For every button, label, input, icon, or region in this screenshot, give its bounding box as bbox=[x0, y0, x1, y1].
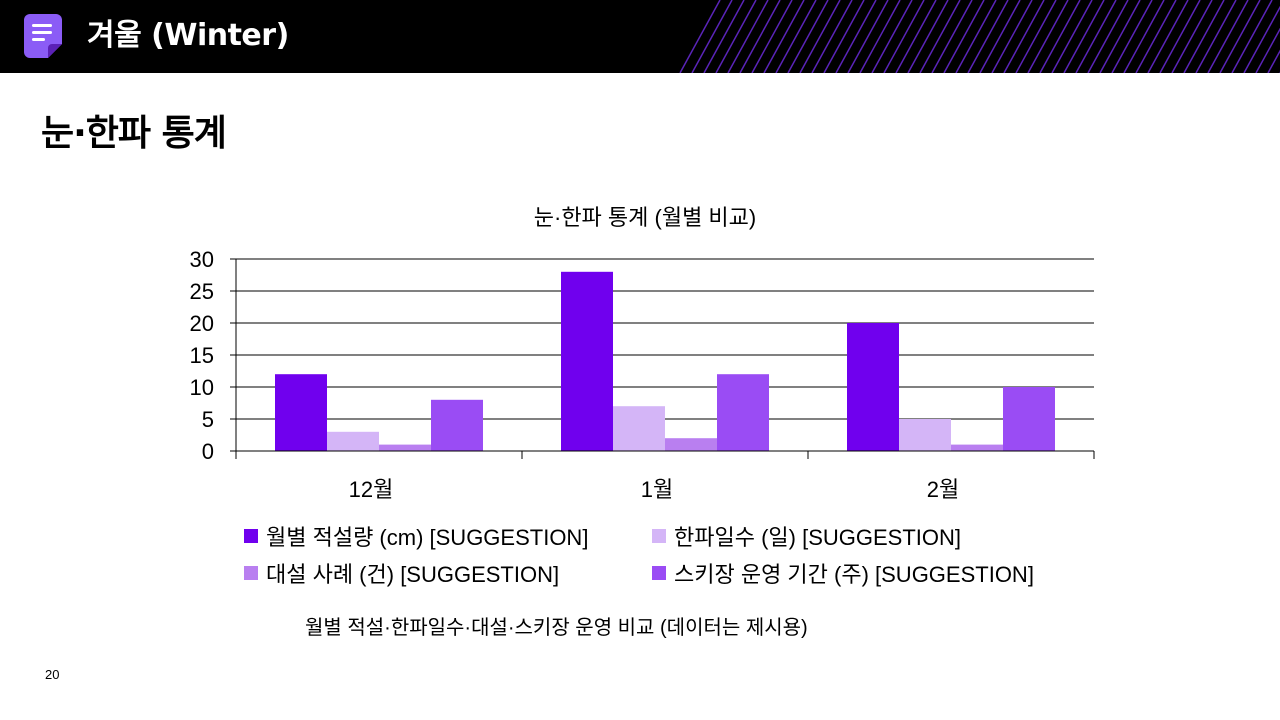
header-stripe bbox=[907, 0, 949, 73]
legend-item-cold-days: 한파일수 (일) [SUGGESTION] bbox=[652, 520, 961, 552]
header-stripe bbox=[727, 0, 769, 73]
header-stripe bbox=[1075, 0, 1117, 73]
header-stripe bbox=[979, 0, 1021, 73]
header-stripe bbox=[787, 0, 829, 73]
header-stripe bbox=[943, 0, 985, 73]
header-stripe bbox=[1219, 0, 1261, 73]
header-stripe bbox=[931, 0, 973, 73]
header-stripe bbox=[739, 0, 781, 73]
header-stripe bbox=[835, 0, 877, 73]
chart-caption: 월별 적설·한파일수·대설·스키장 운영 비교 (데이터는 제시용) bbox=[305, 617, 808, 639]
legend-swatch bbox=[652, 566, 666, 580]
chart-title: 눈·한파 통계 (월별 비교) bbox=[534, 205, 756, 230]
header-stripe bbox=[1111, 0, 1153, 73]
bar bbox=[847, 323, 899, 451]
header-stripe bbox=[1087, 0, 1129, 73]
header-stripe bbox=[1183, 0, 1225, 73]
bar bbox=[717, 374, 769, 451]
header-stripe bbox=[1063, 0, 1105, 73]
header-stripe bbox=[823, 0, 865, 73]
bar bbox=[1003, 387, 1055, 451]
x-tick-label: 1월 bbox=[641, 477, 673, 502]
document-icon bbox=[24, 14, 62, 58]
header-stripe bbox=[1243, 5, 1280, 73]
legend-item-heavy-snow: 대설 사례 (건) [SUGGESTION] bbox=[244, 557, 559, 589]
header-stripe bbox=[1015, 0, 1057, 73]
legend-item-ski-season: 스키장 운영 기간 (주) [SUGGESTION] bbox=[652, 557, 1034, 589]
y-tick-label: 15 bbox=[190, 343, 214, 368]
x-tick-label: 12월 bbox=[349, 477, 394, 502]
app-title: 겨울 (Winter) bbox=[87, 18, 289, 53]
bar bbox=[665, 438, 717, 451]
header-stripe bbox=[763, 0, 805, 73]
header-stripe bbox=[1027, 0, 1069, 73]
page-number: 20 bbox=[45, 667, 60, 682]
legend-swatch bbox=[244, 529, 258, 543]
header-stripe bbox=[751, 0, 793, 73]
x-tick-label: 2월 bbox=[927, 477, 959, 502]
header-stripe bbox=[883, 0, 925, 73]
header-stripe bbox=[691, 0, 733, 73]
legend-label: 한파일수 (일) [SUGGESTION] bbox=[674, 525, 961, 550]
bar bbox=[327, 431, 379, 451]
header-stripe bbox=[919, 0, 961, 73]
legend-swatch bbox=[652, 529, 666, 543]
header-stripe bbox=[1039, 0, 1081, 73]
header-stripe bbox=[811, 0, 853, 73]
header-stripe bbox=[967, 0, 1009, 73]
header-stripe bbox=[1003, 0, 1045, 73]
bar bbox=[561, 271, 613, 451]
header-stripe bbox=[679, 0, 721, 73]
header-stripe bbox=[1135, 0, 1177, 73]
y-tick-label: 10 bbox=[190, 375, 214, 400]
header-stripe bbox=[895, 0, 937, 73]
header-stripe bbox=[1147, 0, 1189, 73]
y-tick-label: 25 bbox=[190, 279, 214, 304]
header-stripe bbox=[859, 0, 901, 73]
header-stripe bbox=[799, 0, 841, 73]
header-stripe bbox=[1123, 0, 1165, 73]
bar bbox=[379, 444, 431, 451]
bar bbox=[431, 399, 483, 451]
header-stripes bbox=[679, 0, 1280, 73]
y-tick-label: 20 bbox=[190, 311, 214, 336]
header-stripe bbox=[1051, 0, 1093, 73]
legend-label: 월별 적설량 (cm) [SUGGESTION] bbox=[266, 525, 589, 550]
header-stripe bbox=[1231, 0, 1273, 73]
header-stripe bbox=[955, 0, 997, 73]
header-stripe bbox=[1255, 27, 1280, 73]
bar bbox=[899, 419, 951, 451]
header-stripe bbox=[703, 0, 745, 73]
header-stripe bbox=[1267, 49, 1280, 73]
header-stripe bbox=[1171, 0, 1213, 73]
legend-label: 대설 사례 (건) [SUGGESTION] bbox=[266, 562, 560, 587]
y-tick-label: 30 bbox=[190, 247, 214, 272]
header-stripe bbox=[871, 0, 913, 73]
bar bbox=[951, 444, 1003, 451]
legend-label: 스키장 운영 기간 (주) [SUGGESTION] bbox=[674, 562, 1034, 587]
legend-item-snowfall: 월별 적설량 (cm) [SUGGESTION] bbox=[244, 520, 588, 552]
header-stripe bbox=[1099, 0, 1141, 73]
header-stripe bbox=[1195, 0, 1237, 73]
header-stripe bbox=[1207, 0, 1249, 73]
y-tick-label: 5 bbox=[202, 407, 214, 432]
header-stripe bbox=[715, 0, 757, 73]
header-stripe bbox=[775, 0, 817, 73]
header-bar: 겨울 (Winter) bbox=[0, 0, 1280, 73]
bar bbox=[275, 374, 327, 451]
page-title: 눈·한파 통계 bbox=[41, 113, 227, 154]
y-tick-label: 0 bbox=[202, 439, 214, 464]
header-stripe bbox=[847, 0, 889, 73]
header-stripe bbox=[1159, 0, 1201, 73]
header-stripe bbox=[991, 0, 1033, 73]
bar bbox=[613, 406, 665, 451]
legend-swatch bbox=[244, 566, 258, 580]
